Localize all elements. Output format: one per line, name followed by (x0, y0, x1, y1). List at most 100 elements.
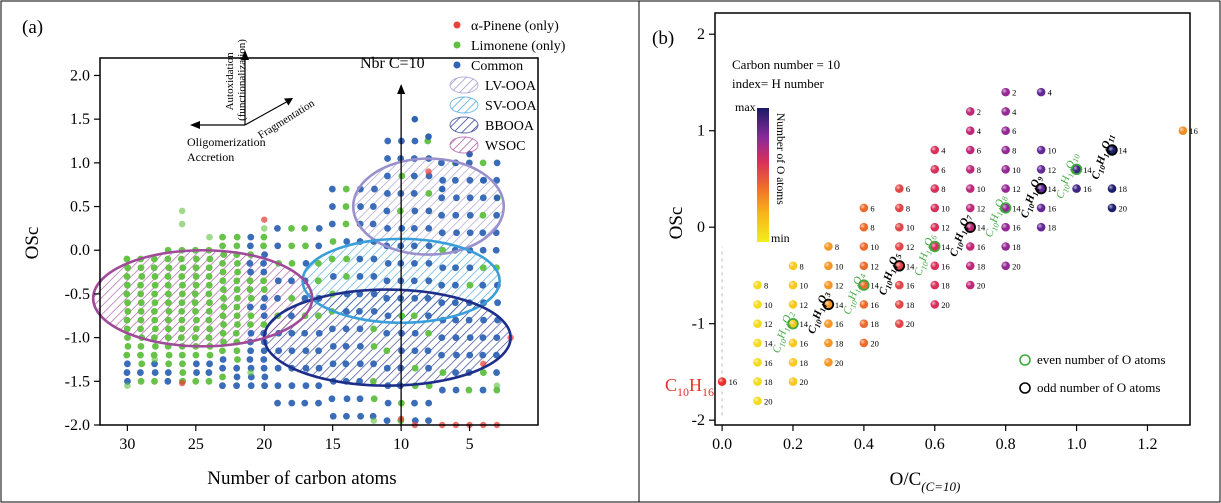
scatter-point (493, 382, 501, 389)
scatter-point (247, 382, 255, 390)
scatter-point (342, 325, 350, 333)
scatter-point (329, 203, 336, 210)
scatter-point (165, 325, 172, 333)
scatter-point (151, 299, 159, 307)
scatter-point (150, 255, 158, 263)
legend-label: Common (471, 59, 523, 74)
scatter-point (137, 264, 145, 272)
scatter-point (261, 373, 269, 381)
h-index-label: 18 (835, 338, 844, 348)
formula-label: C10H14O6 (912, 233, 939, 278)
highlight-ring (1106, 144, 1118, 156)
x-tick-label: 15 (325, 436, 341, 453)
scatter-point (138, 273, 146, 280)
h-index-label: 20 (941, 300, 950, 310)
scatter-point (246, 303, 254, 311)
scatter-point (383, 277, 391, 285)
scatter-point (410, 172, 418, 180)
scatter-point (192, 273, 200, 280)
scatter-point (369, 377, 377, 385)
h-index-label: 4 (1048, 88, 1053, 98)
scatter-point (151, 290, 159, 298)
formula-point-shine (1036, 87, 1046, 97)
formula-point-shine (1001, 126, 1010, 136)
scatter-point (343, 395, 351, 403)
formula-point-shine (895, 242, 904, 251)
formula-point-shine (859, 222, 869, 232)
scatter-point (302, 382, 310, 390)
scatter-point (219, 286, 227, 293)
formula-point-shine (965, 242, 975, 251)
h-index-label: 20 (835, 358, 844, 368)
scatter-point (343, 412, 350, 420)
scatter-point (260, 233, 268, 241)
scatter-point (234, 294, 241, 302)
scatter-point (438, 334, 446, 342)
formula-point-shine (753, 319, 762, 328)
scatter-point (164, 299, 172, 307)
y-tick-label: 0.0 (70, 242, 90, 259)
scatter-point (192, 255, 200, 263)
scatter-point (452, 316, 460, 324)
formula-point-shine (859, 203, 869, 213)
scatter-point (410, 277, 418, 285)
panel-b-formula-labels: C10H14O2 C10H14O3 C10H14O4 C10H14O5 C10H14O6… (770, 134, 1117, 355)
scatter-point (151, 356, 159, 363)
h-index-label: 8 (870, 223, 874, 233)
scatter-point (219, 312, 227, 320)
scatter-point (179, 290, 186, 298)
scatter-point (219, 268, 227, 276)
scatter-point (179, 360, 186, 368)
scatter-point (479, 351, 487, 359)
formula-point-shine (859, 319, 869, 328)
scatter-point (480, 360, 487, 368)
scatter-point (193, 316, 200, 324)
scatter-point (179, 281, 186, 289)
formula-point-shine (788, 357, 798, 367)
x-tick-label: 0.6 (925, 436, 945, 453)
scatter-point (193, 369, 200, 376)
scatter-point (384, 224, 391, 232)
scatter-point (384, 137, 392, 145)
scatter-point (479, 264, 487, 272)
h-index-label: 10 (764, 300, 773, 310)
x-tick-label: 0.4 (854, 436, 874, 453)
scatter-point (261, 216, 268, 223)
scatter-point (192, 308, 199, 315)
nbr-c10-label: Nbr C=10 (360, 55, 425, 72)
formula-point-shine (895, 280, 904, 290)
scatter-point (425, 399, 433, 407)
scatter-point (219, 356, 227, 363)
scatter-point (178, 308, 186, 315)
panel-a-x-axis-title: Number of carbon atoms (207, 468, 396, 489)
y-tick-label: 0.5 (70, 199, 90, 216)
scatter-point (123, 290, 131, 298)
highlight-ring (858, 279, 870, 291)
y-tick-label: 1.0 (70, 155, 90, 172)
highlight-ring (1035, 182, 1047, 195)
y-tick-label: 1 (697, 123, 705, 140)
formula-point-shine (753, 338, 762, 348)
scatter-point (233, 233, 241, 241)
formula-point-shine (859, 280, 869, 290)
scatter-point (329, 238, 337, 245)
h-index-label: 12 (906, 242, 915, 252)
panel-b-y-axis-title: OSc (666, 207, 687, 240)
formula-point-shine (1001, 87, 1010, 97)
h-index-label: 12 (764, 319, 773, 329)
h-index-label: 18 (977, 261, 986, 271)
scatter-point (479, 386, 487, 394)
scatter-point (453, 194, 460, 202)
scatter-point (466, 351, 474, 359)
panel-a-x-ticks: 30 25 20 15 10 5 (119, 425, 474, 453)
scatter-point (396, 207, 404, 215)
highlight-ring (929, 240, 941, 253)
scatter-point (233, 312, 241, 320)
h-index-label: 8 (941, 184, 945, 194)
scatter-point (425, 329, 432, 337)
scatter-point (410, 312, 418, 320)
scatter-point (452, 369, 459, 376)
formula-point-shine (1036, 184, 1046, 193)
region-lv-ooa-fill (353, 158, 504, 255)
